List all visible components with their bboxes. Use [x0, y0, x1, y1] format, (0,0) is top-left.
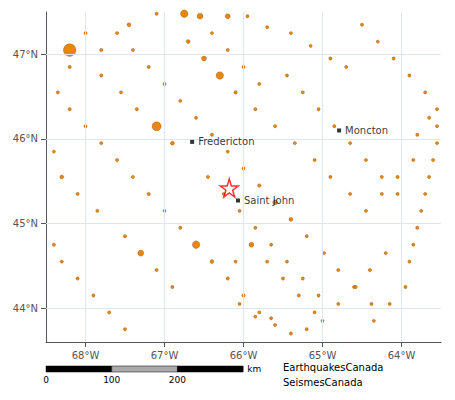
svg-text:200: 200: [169, 375, 186, 385]
svg-text:Moncton: Moncton: [345, 125, 388, 136]
svg-text:EarthquakesCanada: EarthquakesCanada: [283, 362, 383, 373]
svg-text:Fredericton: Fredericton: [198, 136, 254, 147]
svg-text:67°W: 67°W: [151, 350, 179, 361]
svg-text:64°W: 64°W: [388, 350, 416, 361]
svg-text:68°W: 68°W: [72, 350, 100, 361]
svg-text:SeismesCanada: SeismesCanada: [283, 377, 363, 388]
svg-text:46°N: 46°N: [13, 133, 38, 144]
svg-text:47°N: 47°N: [13, 49, 38, 60]
svg-text:km: km: [247, 364, 261, 374]
svg-text:66°W: 66°W: [230, 350, 258, 361]
svg-text:65°W: 65°W: [309, 350, 337, 361]
svg-text:Saint John: Saint John: [244, 195, 294, 206]
svg-text:45°N: 45°N: [13, 218, 38, 229]
svg-text:0: 0: [43, 375, 49, 385]
svg-text:44°N: 44°N: [13, 303, 38, 314]
svg-text:100: 100: [103, 375, 120, 385]
